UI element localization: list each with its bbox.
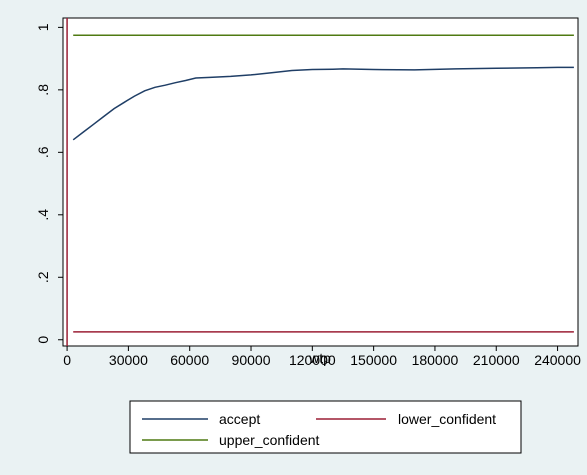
y-tick-label: .6	[35, 146, 51, 158]
x-tick-label: 120000	[289, 352, 336, 368]
y-tick-label: .2	[35, 271, 51, 283]
x-axis: 0 30000 60000 90000 120000 150000 180000 210000…	[63, 346, 581, 368]
legend-box	[129, 400, 522, 454]
x-tick-label: 150000	[350, 352, 397, 368]
series-line-accept	[72, 66, 574, 141]
x-tick-label: 240000	[534, 352, 581, 368]
y-tick-label: 1	[35, 23, 51, 31]
y-tick-label: .4	[35, 209, 51, 221]
x-axis-title: wtp	[308, 350, 331, 366]
legend-label-accept: accept	[219, 411, 260, 427]
x-tick-label: 180000	[412, 352, 459, 368]
legend: accept lower_confident upper_confident	[129, 400, 522, 454]
x-tick-label: 60000	[170, 352, 209, 368]
legend-label-upper-confident: upper_confident	[219, 432, 320, 448]
x-tick-label: 30000	[109, 352, 148, 368]
y-axis: 0 .2 .4 .6 .8 1	[35, 23, 63, 344]
plot-lines	[66, 18, 574, 346]
y-tick-label: .8	[35, 84, 51, 96]
x-tick-label: 210000	[473, 352, 520, 368]
x-tick-label: 90000	[232, 352, 271, 368]
x-tick-label: 0	[63, 352, 71, 368]
legend-label-lower-confident: lower_confident	[398, 411, 496, 427]
y-tick-label: 0	[35, 336, 51, 344]
plot-area	[62, 17, 579, 347]
